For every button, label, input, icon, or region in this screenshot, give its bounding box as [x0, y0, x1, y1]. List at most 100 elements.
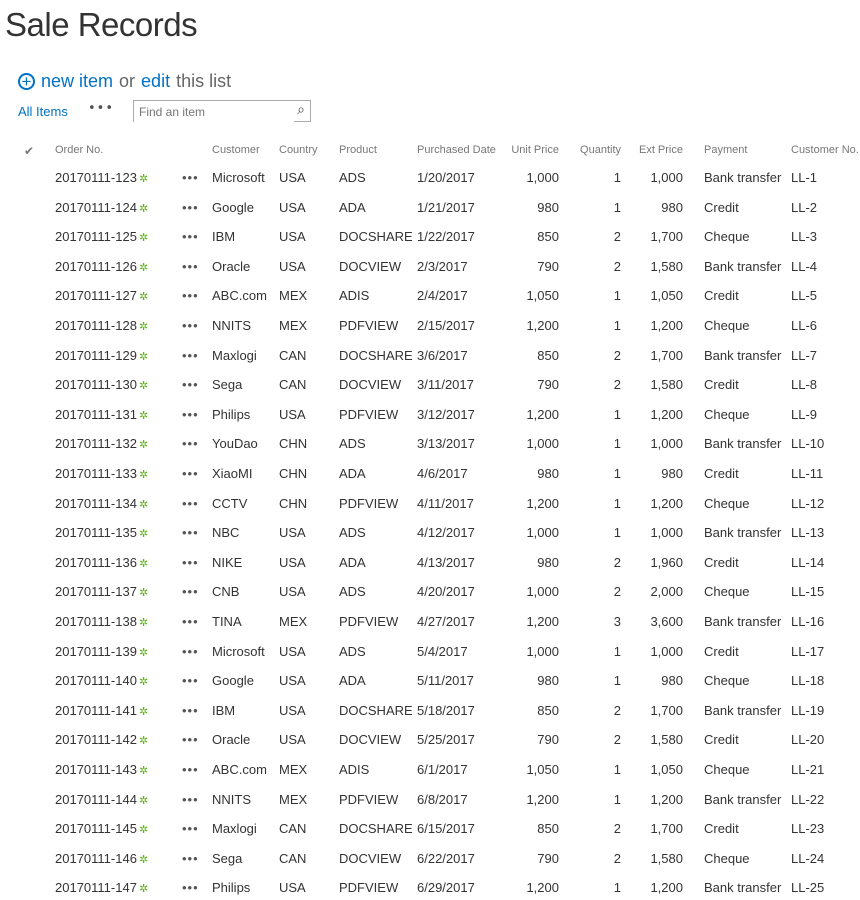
cell-customer-no: LL-13 — [791, 525, 825, 541]
table-row[interactable]: 20170111-123 Microsoft USA ADS 1/20/2017 1,00… — [0, 170, 860, 190]
cell-order-no[interactable]: 20170111-131 — [55, 406, 137, 422]
cell-order-no[interactable]: 20170111-142 — [55, 732, 137, 748]
cell-order-no[interactable]: 20170111-126 — [55, 258, 137, 274]
row-menu-ellipsis-icon[interactable]: ••• — [182, 318, 199, 333]
table-row[interactable]: 20170111-140 Google USA ADA 5/11/2017 980 1 980… — [0, 673, 860, 693]
cell-unit-price: 1,000 — [526, 584, 559, 600]
row-menu-ellipsis-icon[interactable]: ••• — [182, 554, 199, 570]
column-header-quantity[interactable]: Quantity — [580, 144, 621, 156]
cell-order-no[interactable]: 20170111-147 — [55, 880, 137, 896]
row-menu-ellipsis-icon[interactable]: ••• — [182, 436, 199, 452]
column-header-customer-no[interactable]: Customer No. — [791, 144, 859, 156]
table-row[interactable]: 20170111-137 CNB USA ADS 4/20/2017 1,000 2 2,00… — [0, 584, 860, 604]
cell-purchased-date: 1/21/2017 — [417, 199, 475, 215]
cell-order-no[interactable]: 20170111-141 — [55, 702, 137, 718]
table-row[interactable]: 20170111-142 Oracle USA DOCVIEW 5/25/2017 790… — [0, 732, 860, 752]
search-icon[interactable]: ⌕ — [297, 102, 305, 118]
table-row[interactable]: 20170111-128 NNITS MEX PDFVIEW 2/15/2017 1,20… — [0, 318, 860, 338]
row-menu-ellipsis-icon[interactable]: ••• — [182, 702, 199, 718]
cell-quantity: 1 — [613, 791, 621, 807]
table-row[interactable]: 20170111-143 ABC.com MEX ADIS 6/1/2017 1,050 1… — [0, 762, 860, 782]
row-menu-ellipsis-icon[interactable]: ••• — [182, 643, 199, 659]
row-menu-ellipsis-icon[interactable]: ••• — [182, 821, 199, 837]
column-header-product[interactable]: Product — [339, 144, 377, 156]
cell-order-no[interactable]: 20170111-130 — [55, 377, 137, 393]
row-menu-ellipsis-icon[interactable]: ••• — [182, 732, 199, 748]
cell-payment: Cheque — [704, 406, 750, 422]
cell-order-no[interactable]: 20170111-132 — [55, 436, 137, 452]
table-row[interactable]: 20170111-125 IBM USA DOCSHARE 1/22/2017 850 2 1… — [0, 229, 860, 249]
cell-order-no[interactable]: 20170111-133 — [55, 466, 137, 481]
cell-order-no[interactable]: 20170111-144 — [55, 791, 137, 807]
row-menu-ellipsis-icon[interactable]: ••• — [182, 347, 199, 363]
column-header-payment[interactable]: Payment — [704, 144, 748, 156]
cell-order-no[interactable]: 20170111-134 — [55, 495, 137, 511]
row-menu-ellipsis-icon[interactable]: ••• — [182, 525, 199, 541]
table-row[interactable]: 20170111-144 NNITS MEX PDFVIEW 6/8/2017 1,200… — [0, 792, 860, 812]
table-row[interactable]: 20170111-134 CCTV CHN PDFVIEW 4/11/2017 1,200… — [0, 496, 860, 516]
table-row[interactable]: 20170111-135 NBC USA ADS 4/12/2017 1,000 1 1,00… — [0, 525, 860, 545]
cell-order-no[interactable]: 20170111-136 — [55, 554, 137, 570]
table-row[interactable]: 20170111-129 Maxlogi CAN DOCSHARE 3/6/2017 85… — [0, 348, 860, 368]
row-menu-ellipsis-icon[interactable]: ••• — [182, 229, 199, 245]
row-menu-ellipsis-icon[interactable]: ••• — [182, 673, 199, 689]
cell-order-no[interactable]: 20170111-139 — [55, 643, 137, 659]
column-header-country[interactable]: Country — [279, 144, 318, 156]
row-menu-ellipsis-icon[interactable]: ••• — [182, 466, 199, 481]
select-all-checkmark-icon[interactable]: ✔ — [24, 144, 35, 158]
table-row[interactable]: 20170111-133 XiaoMI CHN ADA 4/6/2017 980 1 980 C… — [0, 466, 860, 486]
cell-order-no[interactable]: 20170111-140 — [55, 673, 137, 689]
cell-quantity: 2 — [613, 821, 621, 837]
table-row[interactable]: 20170111-147 Philips USA PDFVIEW 6/29/2017 1,… — [0, 880, 860, 900]
more-views-ellipsis-icon[interactable]: ••• — [88, 101, 115, 116]
table-row[interactable]: 20170111-139 Microsoft USA ADS 5/4/2017 1,000… — [0, 644, 860, 664]
row-menu-ellipsis-icon[interactable]: ••• — [182, 762, 199, 777]
table-row[interactable]: 20170111-146 Sega CAN DOCVIEW 6/22/2017 790 2 1… — [0, 851, 860, 871]
cell-order-no[interactable]: 20170111-138 — [55, 614, 137, 629]
table-row[interactable]: 20170111-127 ABC.com MEX ADIS 2/4/2017 1,050 1… — [0, 288, 860, 308]
column-header-customer[interactable]: Customer — [212, 144, 260, 156]
row-menu-ellipsis-icon[interactable]: ••• — [182, 791, 199, 807]
table-row[interactable]: 20170111-138 TINA MEX PDFVIEW 4/27/2017 1,200… — [0, 614, 860, 634]
cell-order-no[interactable]: 20170111-127 — [55, 288, 137, 304]
view-all-items[interactable]: All Items — [18, 104, 68, 119]
row-menu-ellipsis-icon[interactable]: ••• — [182, 199, 199, 215]
cell-order-no[interactable]: 20170111-137 — [55, 584, 137, 600]
column-header-unit-price[interactable]: Unit Price — [511, 144, 559, 156]
table-row[interactable]: 20170111-141 IBM USA DOCSHARE 5/18/2017 850 2 1… — [0, 703, 860, 723]
cell-order-no[interactable]: 20170111-129 — [55, 347, 137, 363]
row-menu-ellipsis-icon[interactable]: ••• — [182, 258, 199, 274]
table-row[interactable]: 20170111-136 NIKE USA ADA 4/13/2017 980 2 1,960… — [0, 555, 860, 575]
table-row[interactable]: 20170111-131 Philips USA PDFVIEW 3/12/2017 1,… — [0, 407, 860, 427]
table-row[interactable]: 20170111-132 YouDao CHN ADS 3/13/2017 1,000 1 1… — [0, 436, 860, 456]
cell-order-no[interactable]: 20170111-143 — [55, 762, 137, 777]
row-menu-ellipsis-icon[interactable]: ••• — [182, 406, 199, 422]
cell-payment: Bank transfer — [704, 347, 782, 363]
row-menu-ellipsis-icon[interactable]: ••• — [182, 584, 199, 600]
new-item-link[interactable]: new item — [41, 71, 114, 91]
table-row[interactable]: 20170111-124 Google USA ADA 1/21/2017 980 1 980… — [0, 200, 860, 220]
cell-order-no[interactable]: 20170111-124 — [55, 199, 137, 215]
row-menu-ellipsis-icon[interactable]: ••• — [182, 614, 199, 629]
add-circle-icon[interactable]: + — [18, 73, 35, 90]
column-header-order-no[interactable]: Order No. — [55, 144, 104, 156]
column-header-ext-price[interactable]: Ext Price — [638, 144, 683, 156]
table-row[interactable]: 20170111-130 Sega CAN DOCVIEW 3/11/2017 790 2 1… — [0, 377, 860, 397]
row-menu-ellipsis-icon[interactable]: ••• — [182, 850, 199, 866]
column-header-purchased-date[interactable]: Purchased Date — [417, 144, 496, 156]
row-menu-ellipsis-icon[interactable]: ••• — [182, 170, 199, 185]
row-menu-ellipsis-icon[interactable]: ••• — [182, 288, 199, 304]
cell-order-no[interactable]: 20170111-135 — [55, 525, 137, 541]
cell-order-no[interactable]: 20170111-145 — [55, 821, 137, 837]
table-row[interactable]: 20170111-126 Oracle USA DOCVIEW 2/3/2017 790 2… — [0, 259, 860, 279]
row-menu-ellipsis-icon[interactable]: ••• — [182, 880, 199, 896]
row-menu-ellipsis-icon[interactable]: ••• — [182, 495, 199, 511]
row-menu-ellipsis-icon[interactable]: ••• — [182, 377, 199, 393]
search-input[interactable] — [134, 102, 294, 122]
table-row[interactable]: 20170111-145 Maxlogi CAN DOCSHARE 6/15/2017 8… — [0, 821, 860, 841]
cell-order-no[interactable]: 20170111-128 — [55, 318, 137, 333]
edit-link[interactable]: edit — [141, 71, 171, 91]
cell-order-no[interactable]: 20170111-123 — [55, 170, 137, 185]
cell-order-no[interactable]: 20170111-146 — [55, 850, 137, 866]
cell-order-no[interactable]: 20170111-125 — [55, 229, 137, 245]
